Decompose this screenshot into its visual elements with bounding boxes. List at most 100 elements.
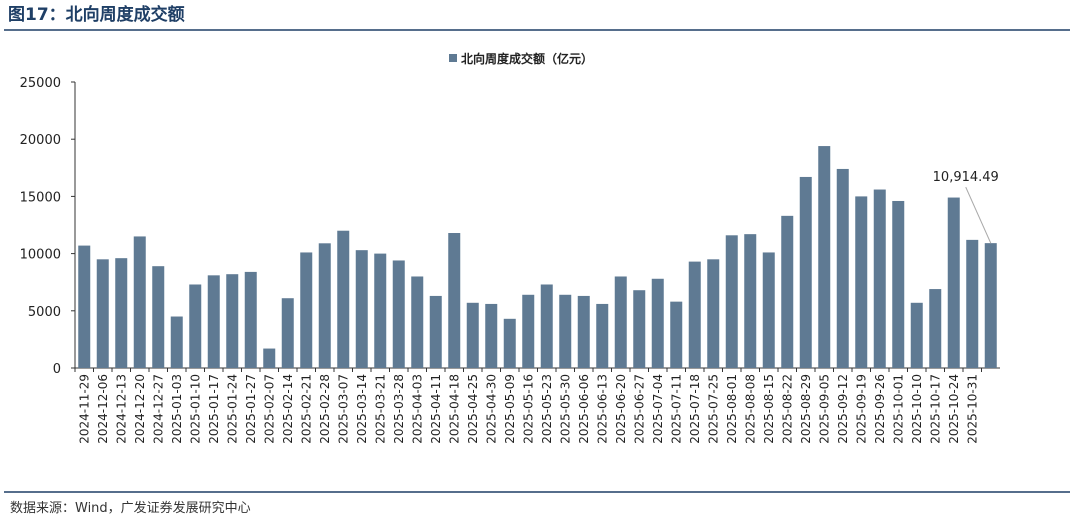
x-tick-label: 2025-08-29: [799, 374, 813, 444]
x-tick-label: 2025-09-19: [854, 374, 868, 444]
bar: [799, 176, 812, 368]
x-tick-label: 2025-07-25: [706, 374, 720, 444]
bar: [614, 276, 627, 368]
figure-title: 图17：北向周度成交额: [8, 4, 185, 25]
y-tick-label: 5000: [28, 305, 61, 320]
x-tick-label: 2025-10-10: [910, 374, 924, 444]
x-tick-label: 2024-12-13: [114, 374, 128, 444]
x-tick-label: 2025-02-14: [281, 374, 295, 444]
x-tick-label: 2025-05-16: [521, 374, 535, 444]
bar: [744, 234, 757, 368]
x-tick-label: 2025-09-26: [873, 374, 887, 444]
bar: [651, 278, 664, 368]
x-tick-label: 2025-04-11: [429, 374, 443, 444]
bar: [115, 258, 128, 368]
x-tick-label: 2024-12-20: [133, 374, 147, 444]
y-tick-label: 10000: [20, 248, 61, 263]
x-tick-label: 2025-08-01: [725, 374, 739, 444]
x-tick-label: 2025-09-12: [836, 374, 850, 444]
x-tick-label: 2025-06-13: [595, 374, 609, 444]
x-tick-label: 2025-07-04: [651, 374, 665, 444]
bar: [411, 276, 424, 368]
x-tick-label: 2025-06-06: [577, 374, 591, 444]
bar: [226, 274, 239, 368]
bar: [189, 284, 202, 368]
x-tick-label: 2024-12-27: [151, 374, 165, 444]
bar: [947, 197, 960, 368]
bar: [337, 230, 350, 368]
bar: [448, 233, 461, 368]
leader-line: [965, 186, 992, 244]
bar: [781, 215, 794, 368]
y-tick-label: 20000: [20, 133, 61, 148]
bar: [355, 250, 368, 368]
x-tick-label: 2025-08-22: [780, 374, 794, 444]
bar: [873, 189, 886, 368]
x-tick-label: 2025-06-20: [614, 374, 628, 444]
x-tick-label: 2025-10-31: [965, 374, 979, 444]
x-tick-label: 2024-12-06: [96, 374, 110, 444]
x-tick-label: 2025-03-21: [373, 374, 387, 444]
bar: [633, 290, 646, 368]
bar: [152, 266, 165, 368]
bar: [244, 271, 257, 368]
x-tick-label: 2024-11-29: [77, 374, 91, 444]
x-tick-label: 2025-06-27: [632, 374, 646, 444]
x-tick-label: 2025-08-15: [762, 374, 776, 444]
bar: [96, 259, 109, 368]
x-tick-label: 2025-02-28: [318, 374, 332, 444]
bar: [762, 252, 775, 368]
bar: [818, 146, 831, 368]
bar: [466, 302, 479, 368]
x-tick-label: 2025-01-24: [225, 374, 239, 444]
data-label: 10,914.49: [933, 170, 999, 185]
bar: [855, 196, 868, 368]
x-tick-label: 2025-04-18: [447, 374, 461, 444]
bar: [836, 168, 849, 368]
bar: [170, 316, 183, 368]
x-tick-label: 2025-02-21: [299, 374, 313, 444]
bar: [318, 243, 331, 368]
x-tick-label: 2025-09-05: [817, 374, 831, 444]
bar: [725, 235, 738, 368]
bar: [670, 301, 683, 368]
bar: [596, 303, 609, 368]
x-tick-label: 2025-10-01: [891, 374, 905, 444]
bar: [485, 303, 498, 368]
bar: [929, 289, 942, 368]
x-tick-label: 2025-07-11: [669, 374, 683, 444]
x-tick-label: 2025-05-09: [503, 374, 517, 444]
x-tick-label: 2025-03-07: [336, 374, 350, 444]
bar: [300, 252, 313, 368]
x-tick-label: 2025-05-30: [558, 374, 572, 444]
bar: [392, 260, 405, 368]
legend-swatch: [449, 54, 457, 62]
bar: [577, 295, 590, 368]
bar: [374, 253, 387, 368]
x-tick-label: 2025-05-23: [540, 374, 554, 444]
bar: [207, 275, 220, 368]
bar: [281, 298, 294, 368]
x-tick-label: 2025-10-17: [928, 374, 942, 444]
x-tick-label: 2025-04-03: [410, 374, 424, 444]
y-tick-label: 25000: [20, 76, 61, 91]
x-tick-label: 2025-07-18: [688, 374, 702, 444]
x-tick-label: 2025-01-03: [170, 374, 184, 444]
bar: [688, 261, 701, 368]
bar: [263, 348, 276, 368]
bar: [966, 239, 979, 368]
x-tick-label: 2025-02-07: [262, 374, 276, 444]
x-tick-label: 2025-01-27: [244, 374, 258, 444]
x-tick-label: 2025-01-17: [207, 374, 221, 444]
bar: [910, 302, 923, 368]
x-tick-label: 2025-04-25: [466, 374, 480, 444]
legend-label: 北向周度成交额（亿元）: [461, 51, 593, 66]
y-tick-label: 0: [53, 362, 61, 377]
x-tick-label: 2025-08-08: [743, 374, 757, 444]
x-tick-label: 2025-10-24: [947, 374, 961, 444]
y-tick-label: 15000: [20, 190, 61, 205]
bar: [429, 295, 442, 368]
bar: [559, 294, 572, 368]
bar: [133, 236, 146, 368]
